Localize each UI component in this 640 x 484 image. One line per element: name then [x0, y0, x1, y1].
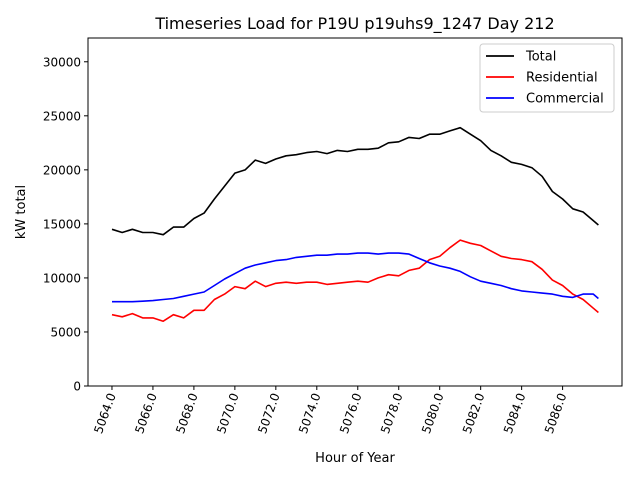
y-tick-label: 20000	[43, 163, 81, 177]
plot-frame	[87, 37, 623, 387]
x-tick-label: 5066.0	[132, 391, 160, 435]
x-tick-label: 5074.0	[296, 391, 324, 435]
x-tick-label: 5084.0	[501, 391, 529, 435]
series-line-total	[111, 126, 599, 236]
legend-label-residential: Residential	[526, 71, 598, 86]
series-line-commercial	[112, 252, 599, 303]
legend: Total Residential Commercial	[479, 43, 615, 113]
legend-label-total: Total	[525, 50, 556, 65]
y-tick-label: 25000	[43, 109, 81, 123]
x-tick-label: 5072.0	[255, 391, 283, 435]
chart-title: Timeseries Load for P19U p19uhs9_1247 Da…	[154, 14, 554, 34]
legend-label-commercial: Commercial	[526, 92, 604, 107]
y-axis-label: kW total	[14, 185, 29, 239]
y-tick-label: 10000	[43, 271, 81, 285]
x-tick-label: 5076.0	[337, 391, 365, 435]
x-axis-label: Hour of Year	[315, 451, 395, 466]
series-line-residential	[111, 239, 599, 323]
y-tick-label: 30000	[43, 55, 81, 69]
x-tick-label: 5068.0	[173, 391, 201, 435]
x-tick-label: 5082.0	[460, 391, 488, 435]
x-tick-label: 5080.0	[419, 391, 447, 435]
x-tick-label: 5064.0	[91, 391, 119, 435]
x-tick-label: 5086.0	[542, 391, 570, 435]
x-tick-label: 5078.0	[378, 391, 406, 435]
y-tick-label: 5000	[50, 325, 81, 339]
y-tick-label: 15000	[43, 217, 81, 231]
y-tick-label: 0	[73, 380, 81, 394]
x-tick-label: 5070.0	[214, 391, 242, 435]
